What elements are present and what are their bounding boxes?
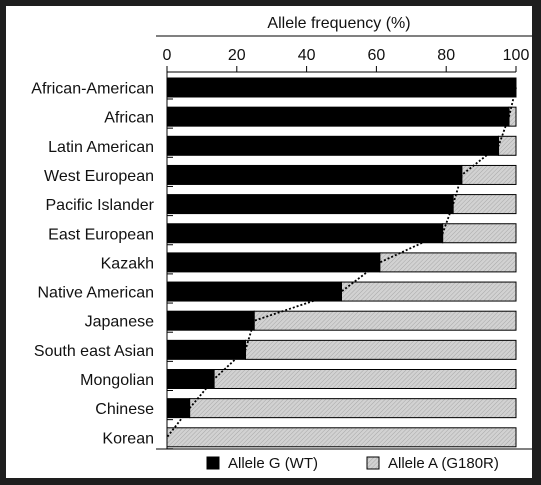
category-labels: African-American African Latin American Wes… — [31, 81, 154, 448]
bar-allele-g — [166, 369, 215, 389]
category-label: East European — [48, 226, 154, 243]
legend: Allele G (WT) Allele A (G180R) — [156, 448, 532, 472]
x-tick-label: 20 — [228, 47, 246, 64]
x-tick-label: 60 — [368, 47, 386, 64]
legend-label-allele-g: Allele G (WT) — [228, 455, 318, 472]
chart-frame: Allele frequency (%) 0 20 40 60 80 100 Africa… — [6, 6, 532, 478]
x-tick-label: 0 — [163, 47, 172, 64]
bar-allele-g — [166, 398, 191, 419]
bar-allele-g — [166, 310, 255, 331]
bar-allele-g — [166, 339, 247, 360]
x-tick-label: 100 — [503, 47, 530, 64]
chart-title: Allele frequency (%) — [267, 15, 410, 32]
bars — [166, 77, 517, 450]
bar-allele-a — [245, 339, 517, 360]
category-label: African-American — [31, 81, 154, 98]
bar-allele-g — [166, 77, 517, 98]
bar-allele-a — [379, 252, 517, 273]
bar-allele-g — [166, 281, 342, 302]
bar-allele-a — [253, 310, 517, 331]
bar-allele-g — [166, 252, 381, 273]
bar-allele-a — [341, 281, 517, 302]
category-label: Latin American — [48, 139, 154, 156]
category-label: African — [104, 110, 154, 127]
category-label: West European — [44, 168, 154, 185]
bar-allele-a — [213, 369, 517, 389]
legend-swatch-allele-a — [366, 456, 380, 470]
bar-allele-g — [166, 135, 500, 156]
bar-allele-g — [166, 106, 510, 127]
bar-allele-a — [452, 194, 517, 215]
bar-allele-g — [166, 194, 454, 215]
category-label: Native American — [38, 285, 155, 302]
category-label: Mongolian — [80, 372, 154, 389]
category-label: Pacific Islander — [46, 197, 155, 214]
bar-allele-g — [166, 223, 444, 244]
legend-swatch-allele-g — [206, 456, 220, 470]
stacked-bar-chart: Allele frequency (%) 0 20 40 60 80 100 Africa… — [31, 15, 532, 472]
legend-label-allele-a: Allele A (G180R) — [388, 455, 499, 472]
category-label: South east Asian — [34, 343, 154, 360]
category-label: Kazakh — [101, 255, 154, 272]
x-tick-label: 80 — [437, 47, 455, 64]
trend-dotted-line — [166, 87, 517, 438]
bar-allele-g — [166, 164, 463, 185]
bar-allele-a — [442, 223, 517, 244]
bar-allele-a — [189, 398, 517, 419]
category-label: Korean — [102, 430, 154, 447]
category-label: Japanese — [85, 314, 154, 331]
category-label: Chinese — [95, 401, 154, 418]
trend-line — [166, 87, 517, 438]
bar-allele-a — [508, 106, 517, 127]
bar-allele-a — [461, 164, 517, 185]
x-tick-label: 40 — [298, 47, 316, 64]
bar-allele-a — [166, 427, 517, 448]
